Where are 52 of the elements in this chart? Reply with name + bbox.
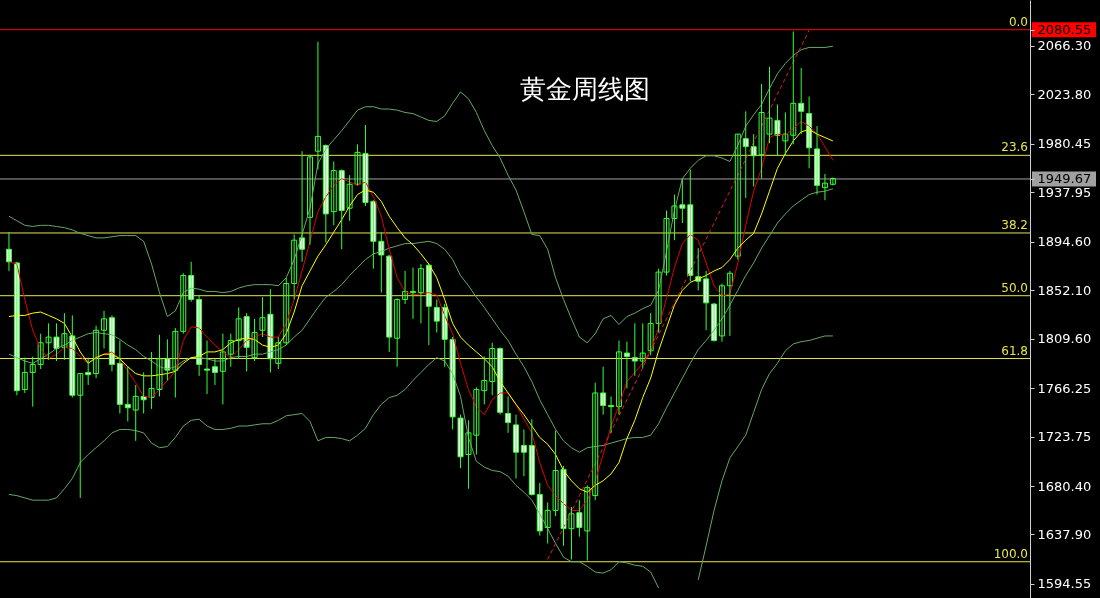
- candlestick: [402, 270, 409, 305]
- candlestick: [639, 322, 646, 369]
- y-tick-label: 2023.80: [1037, 86, 1092, 102]
- candlestick: [394, 297, 401, 368]
- candlestick: [204, 340, 211, 395]
- candlestick: [790, 30, 797, 145]
- candlestick: [291, 233, 298, 300]
- y-tick-label: 1723.75: [1037, 429, 1092, 445]
- candlestick: [631, 322, 638, 377]
- y-tick-label: 1937.95: [1037, 184, 1092, 200]
- candlestick: [307, 154, 314, 246]
- line-series: [8, 188, 834, 453]
- candlestick: [314, 41, 321, 170]
- candlestick: [283, 277, 290, 346]
- candlestick: [489, 342, 496, 396]
- y-tick-label: 2066.30: [1037, 38, 1092, 54]
- candlestick: [77, 373, 84, 499]
- candlestick: [829, 176, 836, 186]
- annotation: 50.0: [1001, 280, 1028, 295]
- annotation: 38.2: [1001, 217, 1028, 232]
- y-tick-label: 1980.45: [1037, 136, 1092, 152]
- candlestick: [417, 263, 424, 324]
- y-tick-label: 1594.55: [1037, 576, 1092, 592]
- y-tick-label: 1680.40: [1037, 478, 1092, 494]
- annotation: 100.0: [993, 546, 1028, 561]
- candlestick: [21, 357, 28, 394]
- candlestick: [330, 160, 337, 226]
- candlestick: [615, 340, 622, 416]
- candlestick: [29, 355, 36, 408]
- candlestick: [93, 325, 100, 379]
- candlestick: [219, 333, 226, 405]
- candlestick: [734, 133, 741, 261]
- candlestick: [726, 270, 733, 337]
- y-tick-label: 1949.67: [1037, 171, 1092, 187]
- annotation: 61.8: [1001, 343, 1028, 358]
- line-series: [547, 29, 810, 560]
- candlestick: [592, 382, 599, 501]
- candlestick: [821, 173, 828, 201]
- y-tick-label: 1809.60: [1037, 331, 1092, 347]
- y-tick-label: 2080.55: [1037, 22, 1092, 38]
- line-series: [8, 45, 834, 344]
- annotation: 23.6: [1001, 140, 1028, 155]
- candlestick: [180, 272, 187, 335]
- candlestick: [227, 333, 234, 368]
- candlestick: [718, 282, 725, 343]
- text: 黄金周线图: [520, 74, 650, 104]
- y-tick-label: 1894.60: [1037, 234, 1092, 250]
- candlestick: [101, 310, 108, 349]
- annotation: 0.0: [1008, 14, 1028, 29]
- y-tick-label: 1766.25: [1037, 380, 1092, 396]
- y-tick-label: 1637.90: [1037, 526, 1092, 542]
- y-tick-label: 1852.10: [1037, 282, 1092, 298]
